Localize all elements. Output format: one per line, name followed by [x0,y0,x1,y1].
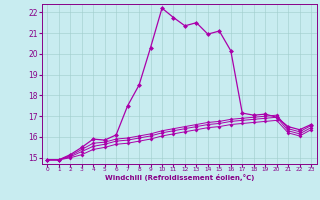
X-axis label: Windchill (Refroidissement éolien,°C): Windchill (Refroidissement éolien,°C) [105,174,254,181]
